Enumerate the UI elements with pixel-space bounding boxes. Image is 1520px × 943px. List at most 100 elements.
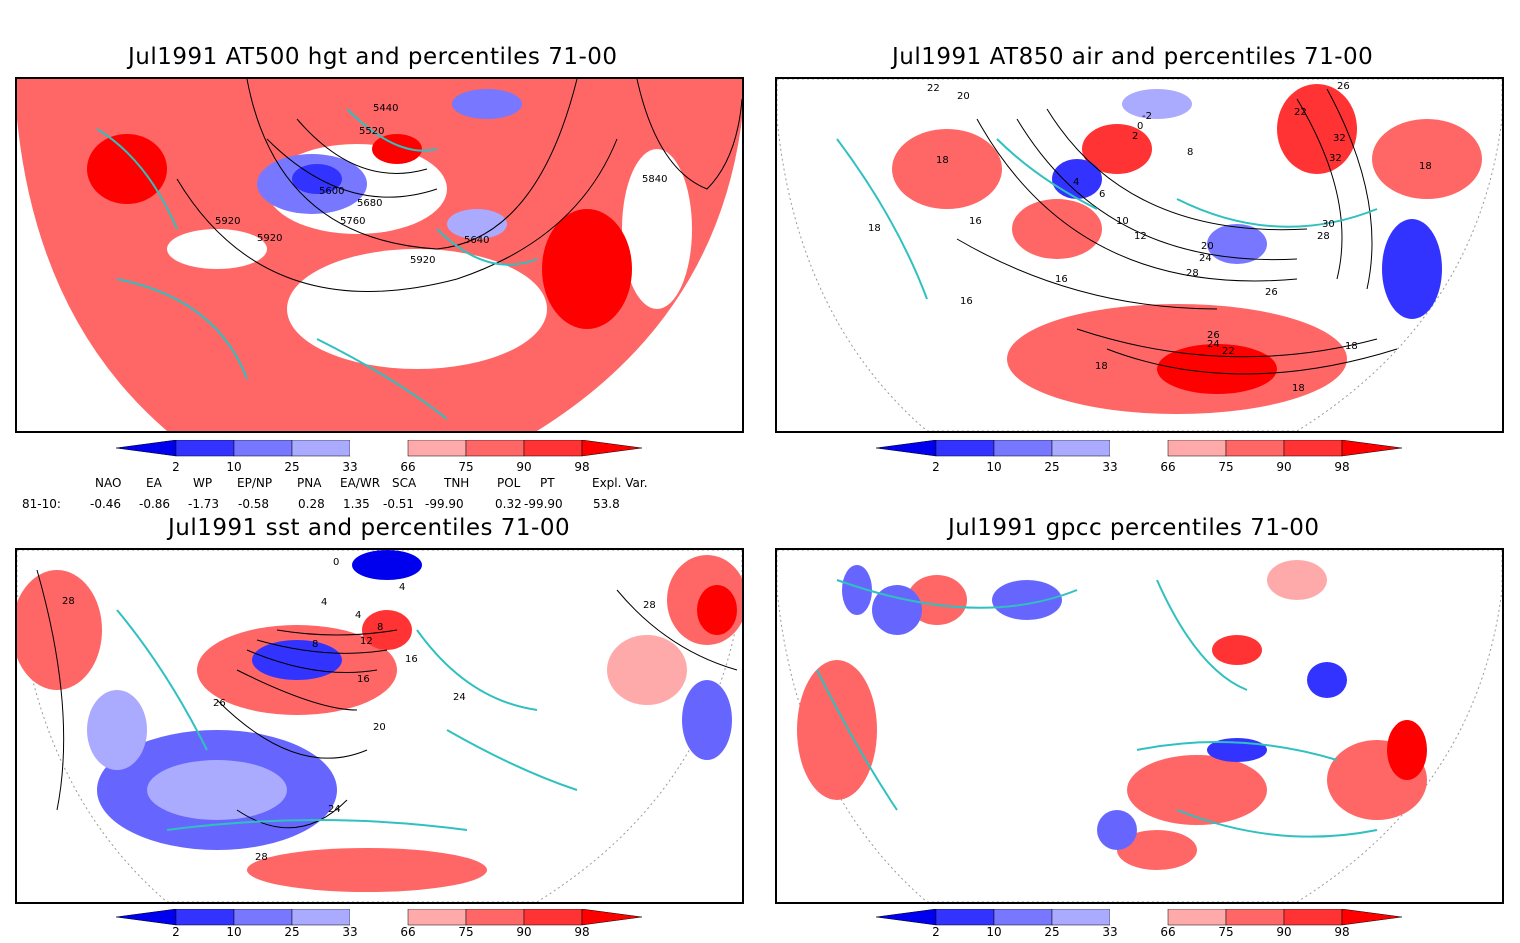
colorbar-tick: 10 bbox=[226, 925, 242, 939]
colorbar-tick: 90 bbox=[516, 460, 532, 474]
contour-label: 16 bbox=[960, 296, 973, 307]
index-header: POL bbox=[497, 476, 521, 490]
contour-label: 2 bbox=[1132, 131, 1138, 142]
colorbar-tick: 25 bbox=[284, 460, 300, 474]
colorbar-tick: 98 bbox=[1334, 460, 1350, 474]
map-panel-gpcc bbox=[775, 548, 1504, 904]
index-header: SCA bbox=[392, 476, 417, 490]
colorbar: 2 10 25 33 66 75 90 98 bbox=[116, 909, 646, 943]
contour-label: 6 bbox=[1099, 189, 1105, 200]
colorbar-tick: 75 bbox=[1218, 925, 1234, 939]
contour-label: 5640 bbox=[464, 235, 489, 246]
contour-label: 5600 bbox=[319, 186, 344, 197]
colorbar-tick: 98 bbox=[574, 925, 590, 939]
contour-label: 12 bbox=[1134, 231, 1147, 242]
contour-label: 26 bbox=[1337, 81, 1350, 92]
contour-label: 28 bbox=[255, 852, 268, 863]
contour-label: 8 bbox=[312, 639, 318, 650]
contour-label: 4 bbox=[321, 597, 327, 608]
contour-label: 26 bbox=[1265, 287, 1278, 298]
index-header: NAO bbox=[95, 476, 122, 490]
contour-label: 24 bbox=[453, 692, 466, 703]
contour-label: 28 bbox=[1317, 231, 1330, 242]
contour-label: 5520 bbox=[359, 126, 384, 137]
colorbar-tick: 66 bbox=[1160, 460, 1176, 474]
map-panel-at500: 5440 5520 5600 5680 5760 5840 5920 5920 … bbox=[15, 77, 744, 433]
contour-label: 5680 bbox=[357, 198, 382, 209]
contour-label: 16 bbox=[969, 216, 982, 227]
index-header: WP bbox=[193, 476, 213, 490]
panel-title-gpcc: Jul1991 gpcc percentiles 71-00 bbox=[948, 515, 1320, 541]
contour-label: 32 bbox=[1333, 133, 1346, 144]
colorbar-tick: 25 bbox=[1044, 460, 1060, 474]
colorbar-tick: 33 bbox=[1102, 925, 1118, 939]
panel-title-at500: Jul1991 AT500 hgt and percentiles 71-00 bbox=[128, 44, 618, 70]
index-value: -0.51 bbox=[383, 497, 415, 511]
contour-label: 28 bbox=[643, 600, 656, 611]
index-header: EA bbox=[146, 476, 162, 490]
colorbar-tick: 66 bbox=[400, 925, 416, 939]
contour-label: 0 bbox=[1137, 121, 1143, 132]
contour-label: 5840 bbox=[642, 174, 667, 185]
colorbar-tick: 2 bbox=[172, 925, 180, 939]
colorbar-tick: 98 bbox=[574, 460, 590, 474]
contour-label: 0 bbox=[333, 557, 339, 568]
colorbar-tick: 75 bbox=[458, 460, 474, 474]
contour-label: 22 bbox=[927, 83, 940, 94]
colorbar-tick: 33 bbox=[342, 460, 358, 474]
index-row-label: 81-10: bbox=[22, 497, 61, 511]
colorbar-tick: 98 bbox=[1334, 925, 1350, 939]
contour-label: 18 bbox=[1095, 361, 1108, 372]
contour-label: 5920 bbox=[257, 233, 282, 244]
index-value: -99.90 bbox=[425, 497, 464, 511]
index-value: -0.58 bbox=[238, 497, 270, 511]
index-header: EA/WR bbox=[340, 476, 381, 490]
index-header: PNA bbox=[297, 476, 322, 490]
index-value: 0.28 bbox=[298, 497, 325, 511]
colorbar: 2 10 25 33 66 75 90 98 bbox=[876, 440, 1406, 474]
panel-title-sst: Jul1991 sst and percentiles 71-00 bbox=[168, 515, 571, 541]
contour-label: 20 bbox=[957, 91, 970, 102]
colorbar-tick: 2 bbox=[932, 460, 940, 474]
contour-label: 4 bbox=[399, 582, 405, 593]
contour-label: 22 bbox=[1222, 346, 1235, 357]
colorbar-tick: 25 bbox=[284, 925, 300, 939]
contour-label: 24 bbox=[1207, 339, 1220, 350]
contour-label: 22 bbox=[1294, 107, 1307, 118]
contour-label: 26 bbox=[1207, 330, 1220, 341]
colorbar-tick: 10 bbox=[226, 460, 242, 474]
index-header: TNH bbox=[444, 476, 470, 490]
colorbar-tick: 25 bbox=[1044, 925, 1060, 939]
contour-label: 20 bbox=[1201, 241, 1214, 252]
index-value: -0.46 bbox=[90, 497, 122, 511]
contour-label: 16 bbox=[357, 674, 370, 685]
colorbar-tick: 10 bbox=[986, 925, 1002, 939]
contour-label: 24 bbox=[328, 804, 341, 815]
contour-label: 12 bbox=[360, 636, 373, 647]
colorbar-tick: 2 bbox=[172, 460, 180, 474]
index-value: 1.35 bbox=[343, 497, 370, 511]
contour-label: 16 bbox=[1055, 274, 1068, 285]
colorbar-tick: 75 bbox=[458, 925, 474, 939]
contour-label: 28 bbox=[1186, 268, 1199, 279]
index-value: -1.73 bbox=[188, 497, 220, 511]
contour-label: 32 bbox=[1329, 153, 1342, 164]
colorbar-tick: 90 bbox=[1276, 925, 1292, 939]
contour-label: 4 bbox=[355, 610, 361, 621]
colorbar: 2 10 25 33 66 75 90 98 bbox=[876, 909, 1406, 943]
colorbar-tick: 66 bbox=[1160, 925, 1176, 939]
panel-title-at850: Jul1991 AT850 air and percentiles 71-00 bbox=[892, 44, 1374, 70]
contour-label: 8 bbox=[1187, 147, 1193, 158]
index-value: -0.86 bbox=[139, 497, 171, 511]
index-header: EP/NP bbox=[237, 476, 273, 490]
index-value: 53.8 bbox=[593, 497, 620, 511]
colorbar: 2 10 25 33 66 75 90 98 bbox=[116, 440, 646, 474]
contour-label: -2 bbox=[1142, 111, 1152, 122]
colorbar-tick: 10 bbox=[986, 460, 1002, 474]
colorbar-tick: 66 bbox=[400, 460, 416, 474]
colorbar-tick: 33 bbox=[342, 925, 358, 939]
contour-label: 4 bbox=[1073, 177, 1079, 188]
contour-label: 18 bbox=[936, 155, 949, 166]
contour-label: 8 bbox=[377, 622, 383, 633]
contour-label: 30 bbox=[1322, 219, 1335, 230]
